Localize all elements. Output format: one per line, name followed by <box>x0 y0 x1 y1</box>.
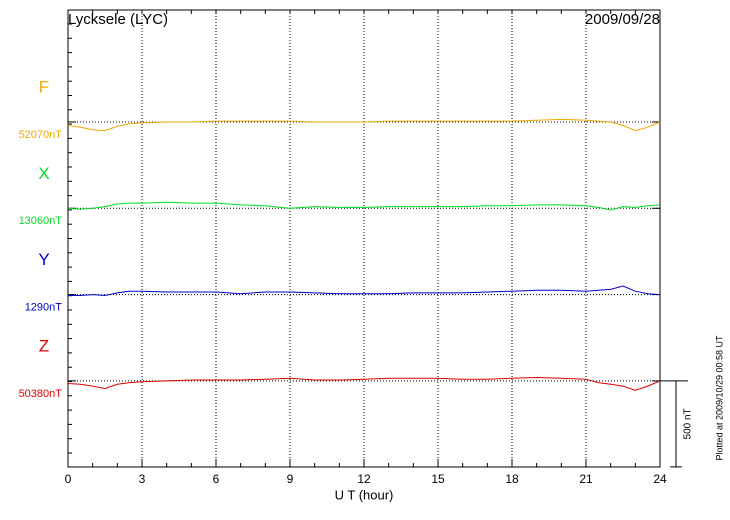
x-tick-label: 15 <box>431 472 445 486</box>
series-baseline-label: 52070nT <box>19 129 63 141</box>
x-tick-label: 18 <box>505 472 519 486</box>
x-tick-label: 24 <box>653 472 667 486</box>
series-baseline-label: 13060nT <box>19 215 63 227</box>
x-tick-label: 0 <box>65 472 72 486</box>
chart-title: Lycksele (LYC) <box>68 11 168 28</box>
scale-bar-label: 500 nT <box>683 408 694 439</box>
series-line <box>67 118 661 132</box>
series-baseline-label: 1290nT <box>25 302 63 314</box>
series-name: Z <box>39 336 49 355</box>
x-tick-label: 6 <box>213 472 220 486</box>
x-tick-label: 21 <box>579 472 593 486</box>
series-name: Y <box>38 250 49 269</box>
series-line <box>67 201 661 211</box>
x-tick-label: 3 <box>139 472 146 486</box>
series-line <box>68 285 661 297</box>
x-tick-label: 9 <box>287 472 294 486</box>
x-tick-label: 12 <box>357 472 371 486</box>
series-name: X <box>38 164 49 183</box>
x-axis-label: U T (hour) <box>335 487 394 502</box>
series-name: F <box>39 77 49 96</box>
series-baseline-label: 50380nT <box>19 388 63 400</box>
chart-date: 2009/09/28 <box>585 11 660 28</box>
series-line <box>67 376 661 391</box>
plotted-note: Plotted at 2009/10/29 00:58 UT <box>714 335 724 461</box>
